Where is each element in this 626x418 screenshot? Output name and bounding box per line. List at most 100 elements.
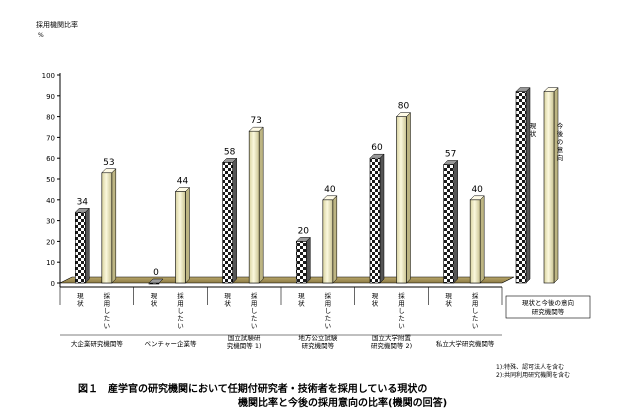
svg-text:用: 用 bbox=[398, 300, 405, 308]
figure-caption-line-2: 機関比率と今後の採用意向の比率(機関の回答) bbox=[238, 398, 448, 409]
svg-text:用: 用 bbox=[325, 300, 332, 308]
y-tick-label: 80 bbox=[46, 114, 55, 122]
y-tick-label: 30 bbox=[46, 218, 55, 226]
legend-swatch-future bbox=[543, 87, 559, 284]
svg-text:の: の bbox=[557, 138, 564, 146]
x-tick-label-current: 現状 bbox=[77, 292, 84, 308]
legend-box bbox=[505, 295, 591, 319]
category-group bbox=[222, 126, 264, 284]
svg-text:用: 用 bbox=[251, 300, 258, 308]
svg-text:後: 後 bbox=[557, 129, 564, 138]
svg-text:採: 採 bbox=[398, 291, 405, 300]
svg-text:意: 意 bbox=[557, 145, 564, 154]
y-tick-label: 10 bbox=[46, 259, 55, 267]
y-tick-label: 40 bbox=[46, 197, 55, 205]
category-group bbox=[74, 168, 117, 284]
svg-text:状: 状 bbox=[445, 299, 452, 308]
y-tick-label: 70 bbox=[46, 134, 55, 142]
bar-current bbox=[295, 236, 311, 284]
legend-box-label: 現状と今後の意向 bbox=[522, 298, 574, 307]
svg-text:状: 状 bbox=[77, 299, 84, 308]
category-group bbox=[443, 159, 485, 284]
legend-label-future: 今後の意向 bbox=[557, 121, 564, 162]
data-label-current: 34 bbox=[77, 197, 89, 207]
data-label-current: 60 bbox=[371, 143, 383, 153]
svg-text:向: 向 bbox=[557, 153, 564, 162]
data-label-current: 58 bbox=[224, 147, 236, 157]
x-tick-label-current: 現状 bbox=[224, 292, 231, 308]
data-label-future: 53 bbox=[103, 158, 114, 168]
data-label-current: 20 bbox=[298, 226, 310, 236]
svg-text:た: た bbox=[325, 315, 332, 323]
bars-layer bbox=[74, 111, 485, 285]
svg-text:し: し bbox=[251, 307, 258, 315]
svg-text:い: い bbox=[104, 322, 111, 330]
svg-text:い: い bbox=[177, 322, 184, 330]
data-label-current: 57 bbox=[445, 149, 456, 159]
svg-text:い: い bbox=[325, 322, 332, 330]
y-tick-label: 90 bbox=[46, 93, 55, 101]
svg-text:用: 用 bbox=[177, 300, 184, 308]
svg-text:た: た bbox=[398, 315, 405, 323]
x-tick-label-current: 現状 bbox=[298, 292, 305, 308]
svg-text:状: 状 bbox=[372, 299, 379, 308]
category-label: ベンチャー企業等 bbox=[145, 339, 197, 348]
category-label: 大企業研究機関等 bbox=[71, 339, 124, 348]
svg-text:採: 採 bbox=[472, 291, 479, 300]
category-group bbox=[369, 111, 412, 284]
y-tick-label: 0 bbox=[51, 280, 55, 288]
bar-current bbox=[148, 278, 164, 285]
footnote-2: 2):共同利用研究機関を含む bbox=[496, 372, 571, 379]
svg-text:現: 現 bbox=[77, 292, 84, 300]
svg-text:し: し bbox=[104, 307, 111, 315]
category-label: 地方公立試験研究機関等 bbox=[298, 333, 338, 350]
data-label-current: 0 bbox=[153, 268, 159, 278]
bar-future bbox=[322, 195, 338, 284]
svg-text:今: 今 bbox=[557, 121, 564, 130]
svg-text:用: 用 bbox=[472, 300, 479, 308]
svg-text:た: た bbox=[104, 315, 111, 323]
data-label-future: 44 bbox=[177, 176, 189, 186]
svg-text:し: し bbox=[325, 307, 332, 315]
svg-text:現: 現 bbox=[445, 292, 452, 300]
svg-text:採: 採 bbox=[251, 291, 258, 300]
svg-text:状: 状 bbox=[530, 129, 537, 138]
data-label-future: 40 bbox=[324, 185, 336, 195]
x-tick-label-current: 現状 bbox=[151, 292, 158, 308]
svg-text:し: し bbox=[177, 307, 184, 315]
svg-text:採: 採 bbox=[325, 291, 332, 300]
bar-current bbox=[74, 207, 90, 284]
bar-future bbox=[248, 126, 264, 284]
legend-label-current: 現状 bbox=[530, 122, 537, 138]
svg-text:現: 現 bbox=[224, 292, 231, 300]
legend-box-label-2: 研究機関等 bbox=[532, 307, 565, 316]
svg-text:採: 採 bbox=[104, 291, 111, 300]
bar-future bbox=[101, 168, 117, 284]
category-group bbox=[295, 195, 338, 284]
legend-swatch-current bbox=[515, 87, 531, 284]
category-label: 国立試験研究機関等 1) bbox=[227, 333, 262, 350]
y-tick-label: 20 bbox=[46, 238, 55, 246]
svg-text:い: い bbox=[398, 322, 405, 330]
svg-text:用: 用 bbox=[104, 300, 111, 308]
category-label: 国立大学附置研究機関等 2) bbox=[371, 333, 412, 350]
labels-layer: 採用機関比率% 0 10 20 30 40 50 60 70 80 90 100 34 現状 53 採用したい… bbox=[36, 20, 495, 350]
svg-text:状: 状 bbox=[224, 299, 231, 308]
svg-text:た: た bbox=[472, 315, 479, 323]
y-axis-unit: % bbox=[38, 32, 44, 39]
y-axis-title: 採用機関比率 bbox=[36, 20, 78, 29]
svg-text:状: 状 bbox=[298, 299, 305, 308]
svg-text:し: し bbox=[472, 307, 479, 315]
x-tick-label-current: 現状 bbox=[445, 292, 452, 308]
bar-current bbox=[443, 159, 459, 284]
data-label-future: 40 bbox=[471, 185, 483, 195]
bar-current bbox=[369, 153, 385, 284]
svg-text:た: た bbox=[177, 315, 184, 323]
y-tick-label: 60 bbox=[46, 155, 55, 163]
